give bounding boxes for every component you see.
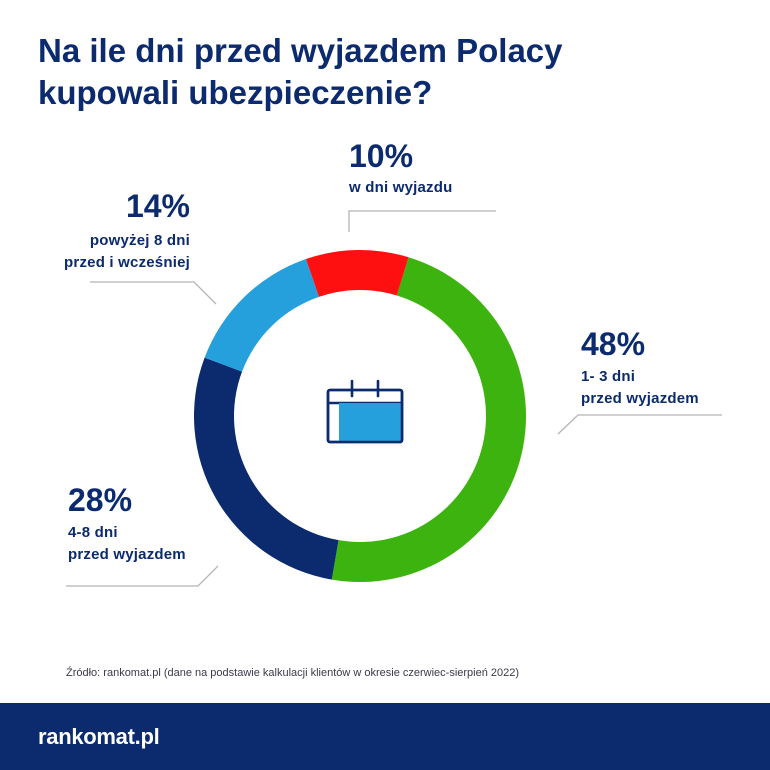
slice-percent-14: 14% [125, 188, 190, 224]
slice-label-10: 10% w dni wyjazdu [349, 138, 452, 199]
source-note: Źródło: rankomat.pl (dane na podstawie k… [66, 667, 520, 679]
chart-title: Na ile dni przed wyjazdem Polacy kupowal… [38, 30, 678, 114]
slice-desc-14-line-2: przed i wcześniej [64, 254, 190, 271]
donut-slice-28 [194, 357, 339, 580]
leader-line-48 [557, 414, 722, 435]
slice-desc-48-line-1: 1- 3 dni [581, 368, 636, 385]
leader-line-28 [66, 565, 219, 587]
slice-label-48: 48% 1- 3 dni przed wyjazdem [581, 326, 699, 410]
slice-label-14: 14% powyżej 8 dni przed i wcześniej [30, 188, 190, 274]
calendar-icon [326, 379, 404, 444]
chart-title-line-2: kupowali ubezpieczenie? [38, 74, 433, 111]
donut-slice-48 [331, 257, 526, 582]
slice-desc-28-line-1: 4-8 dni [68, 524, 118, 541]
footer-bar: rankomat.pl [0, 703, 770, 770]
slice-percent-10: 10% [349, 138, 414, 174]
slice-percent-28: 28% [68, 482, 133, 518]
slice-desc-14-line-1: powyżej 8 dni [89, 232, 190, 249]
slice-percent-48: 48% [581, 326, 646, 362]
slice-label-28: 28% 4-8 dni przed wyjazdem [68, 482, 186, 566]
slice-desc-48-line-2: przed wyjazdem [581, 390, 699, 407]
brand-logo: rankomat.pl [38, 724, 160, 749]
chart-title-line-1: Na ile dni przed wyjazdem Polacy [38, 32, 563, 69]
donut-slice-10 [305, 249, 409, 297]
leader-line-14 [90, 281, 217, 305]
leader-line-10 [348, 210, 496, 232]
donut-slice-14 [204, 259, 319, 372]
slice-desc-10-line-1: w dni wyjazdu [349, 179, 453, 196]
slice-desc-28-line-2: przed wyjazdem [68, 546, 186, 563]
